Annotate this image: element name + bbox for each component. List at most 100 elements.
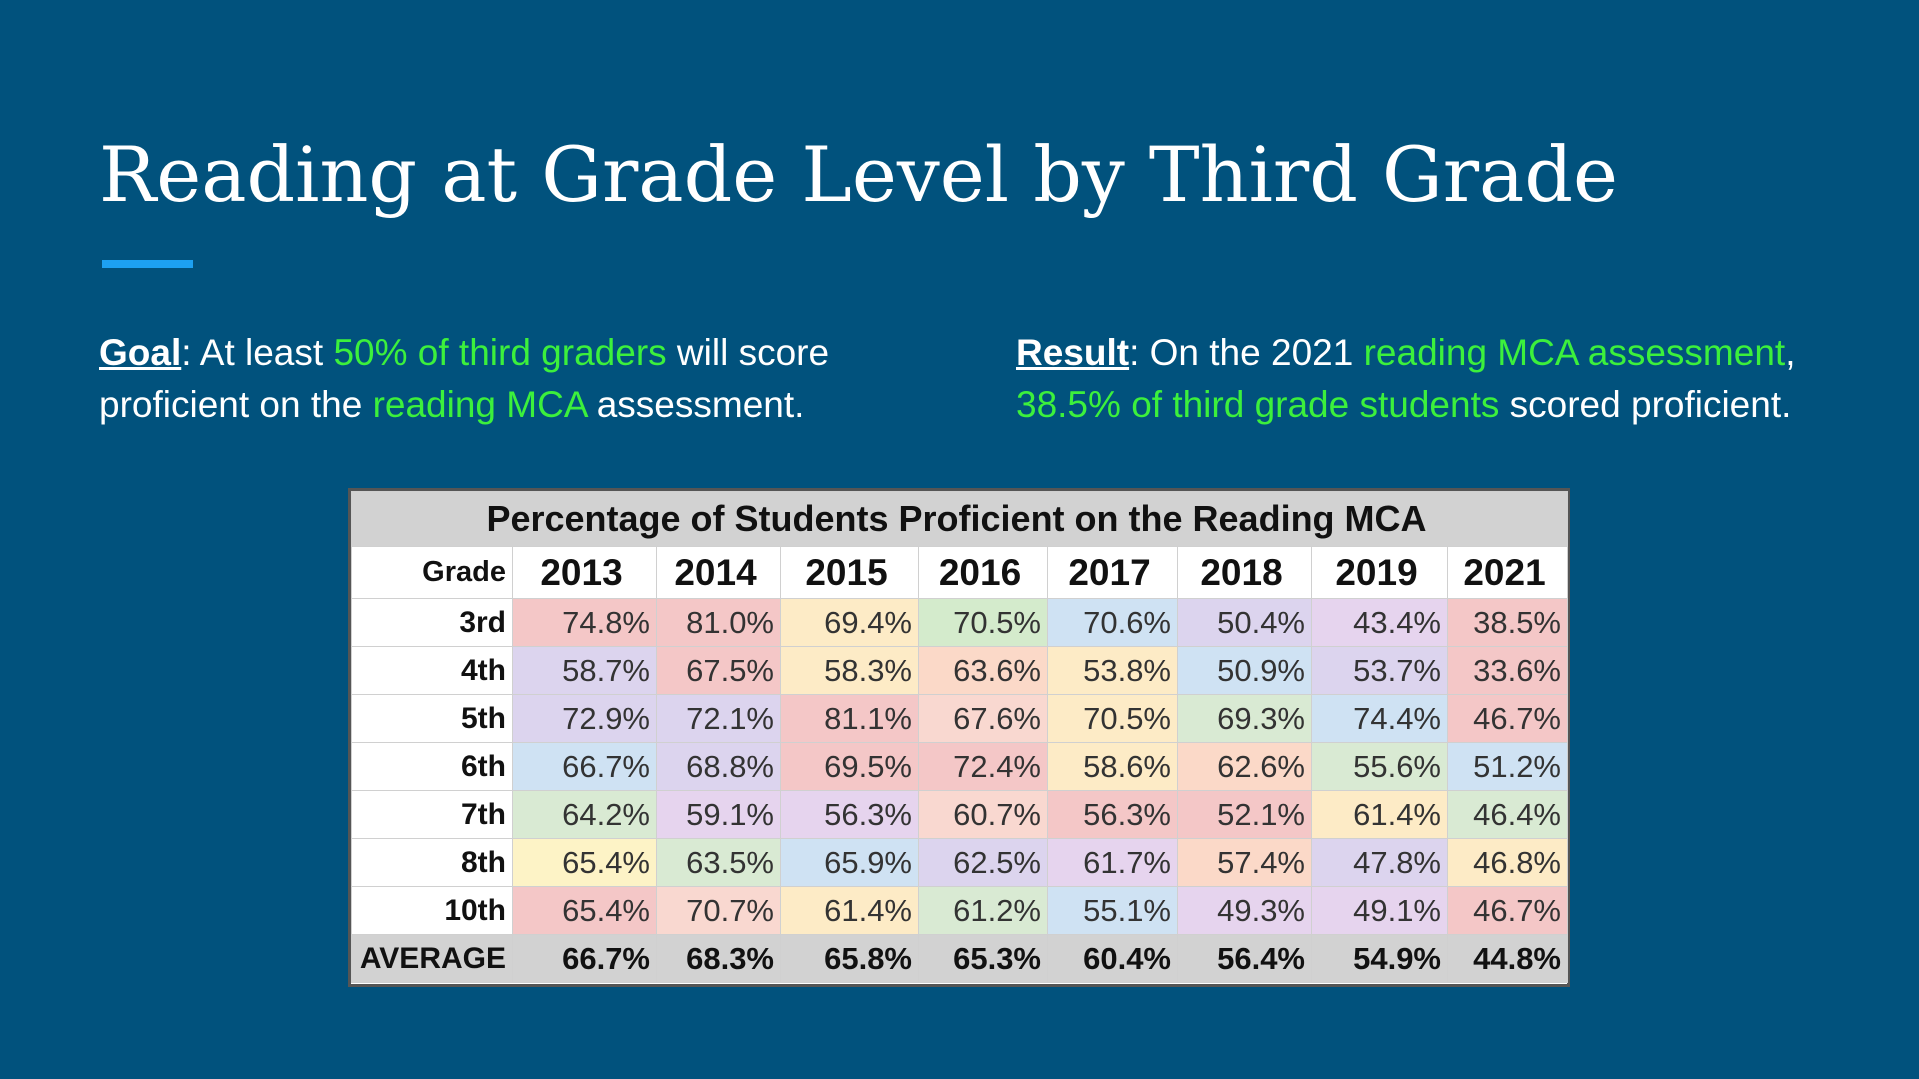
average-cell: 68.3%: [656, 934, 781, 983]
average-cell: 56.4%: [1177, 934, 1312, 983]
goal-label: Goal: [99, 332, 182, 373]
value-cell: 57.4%: [1177, 838, 1312, 887]
value-cell: 65.9%: [780, 838, 919, 887]
value-cell: 61.4%: [1311, 790, 1448, 839]
proficiency-table-image: Percentage of Students Proficient on the…: [348, 488, 1570, 987]
value-cell: 65.4%: [512, 886, 657, 935]
value-cell: 63.5%: [656, 838, 781, 887]
average-cell: 65.8%: [780, 934, 919, 983]
value-cell: 43.4%: [1311, 598, 1448, 647]
year-header: 2015: [780, 546, 919, 599]
grade-label: 5th: [351, 694, 513, 743]
value-cell: 65.4%: [512, 838, 657, 887]
table-row-3rd: 3rd 74.8% 81.0% 69.4% 70.5% 70.6% 50.4% …: [351, 598, 1568, 647]
value-cell: 62.6%: [1177, 742, 1312, 791]
goal-highlight-2: reading MCA: [372, 384, 587, 425]
table-row-6th: 6th 66.7% 68.8% 69.5% 72.4% 58.6% 62.6% …: [351, 742, 1568, 791]
value-cell: 69.5%: [780, 742, 919, 791]
year-header: 2021: [1447, 546, 1568, 599]
goal-statement: Goal: At least 50% of third graders will…: [99, 327, 829, 431]
value-cell: 61.7%: [1047, 838, 1178, 887]
average-cell: 54.9%: [1311, 934, 1448, 983]
value-cell: 74.4%: [1311, 694, 1448, 743]
value-cell: 62.5%: [918, 838, 1048, 887]
average-label: AVERAGE: [351, 934, 513, 983]
value-cell: 74.8%: [512, 598, 657, 647]
value-cell: 59.1%: [656, 790, 781, 839]
value-cell: 50.4%: [1177, 598, 1312, 647]
value-cell: 55.1%: [1047, 886, 1178, 935]
value-cell: 67.5%: [656, 646, 781, 695]
average-cell: 60.4%: [1047, 934, 1178, 983]
grade-column-header: Grade: [351, 546, 513, 599]
value-cell: 38.5%: [1447, 598, 1568, 647]
value-cell: 81.1%: [780, 694, 919, 743]
year-header: 2017: [1047, 546, 1178, 599]
value-cell: 46.8%: [1447, 838, 1568, 887]
value-cell: 52.1%: [1177, 790, 1312, 839]
year-header: 2018: [1177, 546, 1312, 599]
value-cell: 72.4%: [918, 742, 1048, 791]
grade-label: 3rd: [351, 598, 513, 647]
value-cell: 58.7%: [512, 646, 657, 695]
value-cell: 46.4%: [1447, 790, 1568, 839]
value-cell: 61.4%: [780, 886, 919, 935]
value-cell: 63.6%: [918, 646, 1048, 695]
goal-text-1: : At least: [181, 332, 334, 373]
year-header: 2016: [918, 546, 1048, 599]
result-label: Result: [1016, 332, 1130, 373]
result-text-3: scored proficient.: [1499, 384, 1792, 425]
average-cell: 65.3%: [918, 934, 1048, 983]
goal-text-4: assessment.: [586, 384, 805, 425]
year-header: 2019: [1311, 546, 1448, 599]
value-cell: 61.2%: [918, 886, 1048, 935]
result-highlight-1: reading MCA assessment: [1363, 332, 1786, 373]
value-cell: 46.7%: [1447, 886, 1568, 935]
average-cell: 66.7%: [512, 934, 657, 983]
result-highlight-2: 38.5% of third grade students: [1016, 384, 1500, 425]
value-cell: 70.5%: [918, 598, 1048, 647]
grade-label: 7th: [351, 790, 513, 839]
value-cell: 50.9%: [1177, 646, 1312, 695]
title-accent-bar: [102, 260, 193, 268]
value-cell: 56.3%: [1047, 790, 1178, 839]
value-cell: 70.6%: [1047, 598, 1178, 647]
table-caption: Percentage of Students Proficient on the…: [351, 491, 1568, 547]
grade-label: 8th: [351, 838, 513, 887]
value-cell: 55.6%: [1311, 742, 1448, 791]
value-cell: 68.8%: [656, 742, 781, 791]
value-cell: 72.9%: [512, 694, 657, 743]
value-cell: 53.7%: [1311, 646, 1448, 695]
value-cell: 56.3%: [780, 790, 919, 839]
goal-text-2: will score: [666, 332, 830, 373]
grade-label: 4th: [351, 646, 513, 695]
value-cell: 51.2%: [1447, 742, 1568, 791]
table-row-5th: 5th 72.9% 72.1% 81.1% 67.6% 70.5% 69.3% …: [351, 694, 1568, 743]
value-cell: 60.7%: [918, 790, 1048, 839]
goal-text-3: proficient on the: [99, 384, 373, 425]
year-header: 2013: [512, 546, 657, 599]
value-cell: 69.4%: [780, 598, 919, 647]
value-cell: 49.1%: [1311, 886, 1448, 935]
value-cell: 66.7%: [512, 742, 657, 791]
table-row-average: AVERAGE 66.7% 68.3% 65.8% 65.3% 60.4% 56…: [351, 934, 1568, 983]
value-cell: 70.5%: [1047, 694, 1178, 743]
slide-title: Reading at Grade Level by Third Grade: [99, 130, 1618, 219]
table-row-4th: 4th 58.7% 67.5% 58.3% 63.6% 53.8% 50.9% …: [351, 646, 1568, 695]
average-cell: 44.8%: [1447, 934, 1568, 983]
table-row-7th: 7th 64.2% 59.1% 56.3% 60.7% 56.3% 52.1% …: [351, 790, 1568, 839]
result-text-2: ,: [1785, 332, 1796, 373]
value-cell: 81.0%: [656, 598, 781, 647]
grade-label: 6th: [351, 742, 513, 791]
value-cell: 72.1%: [656, 694, 781, 743]
year-header: 2014: [656, 546, 781, 599]
table-row-10th: 10th 65.4% 70.7% 61.4% 61.2% 55.1% 49.3%…: [351, 886, 1568, 935]
value-cell: 69.3%: [1177, 694, 1312, 743]
result-statement: Result: On the 2021 reading MCA assessme…: [1016, 327, 1795, 431]
grade-label: 10th: [351, 886, 513, 935]
value-cell: 67.6%: [918, 694, 1048, 743]
value-cell: 64.2%: [512, 790, 657, 839]
value-cell: 33.6%: [1447, 646, 1568, 695]
value-cell: 47.8%: [1311, 838, 1448, 887]
value-cell: 58.6%: [1047, 742, 1178, 791]
